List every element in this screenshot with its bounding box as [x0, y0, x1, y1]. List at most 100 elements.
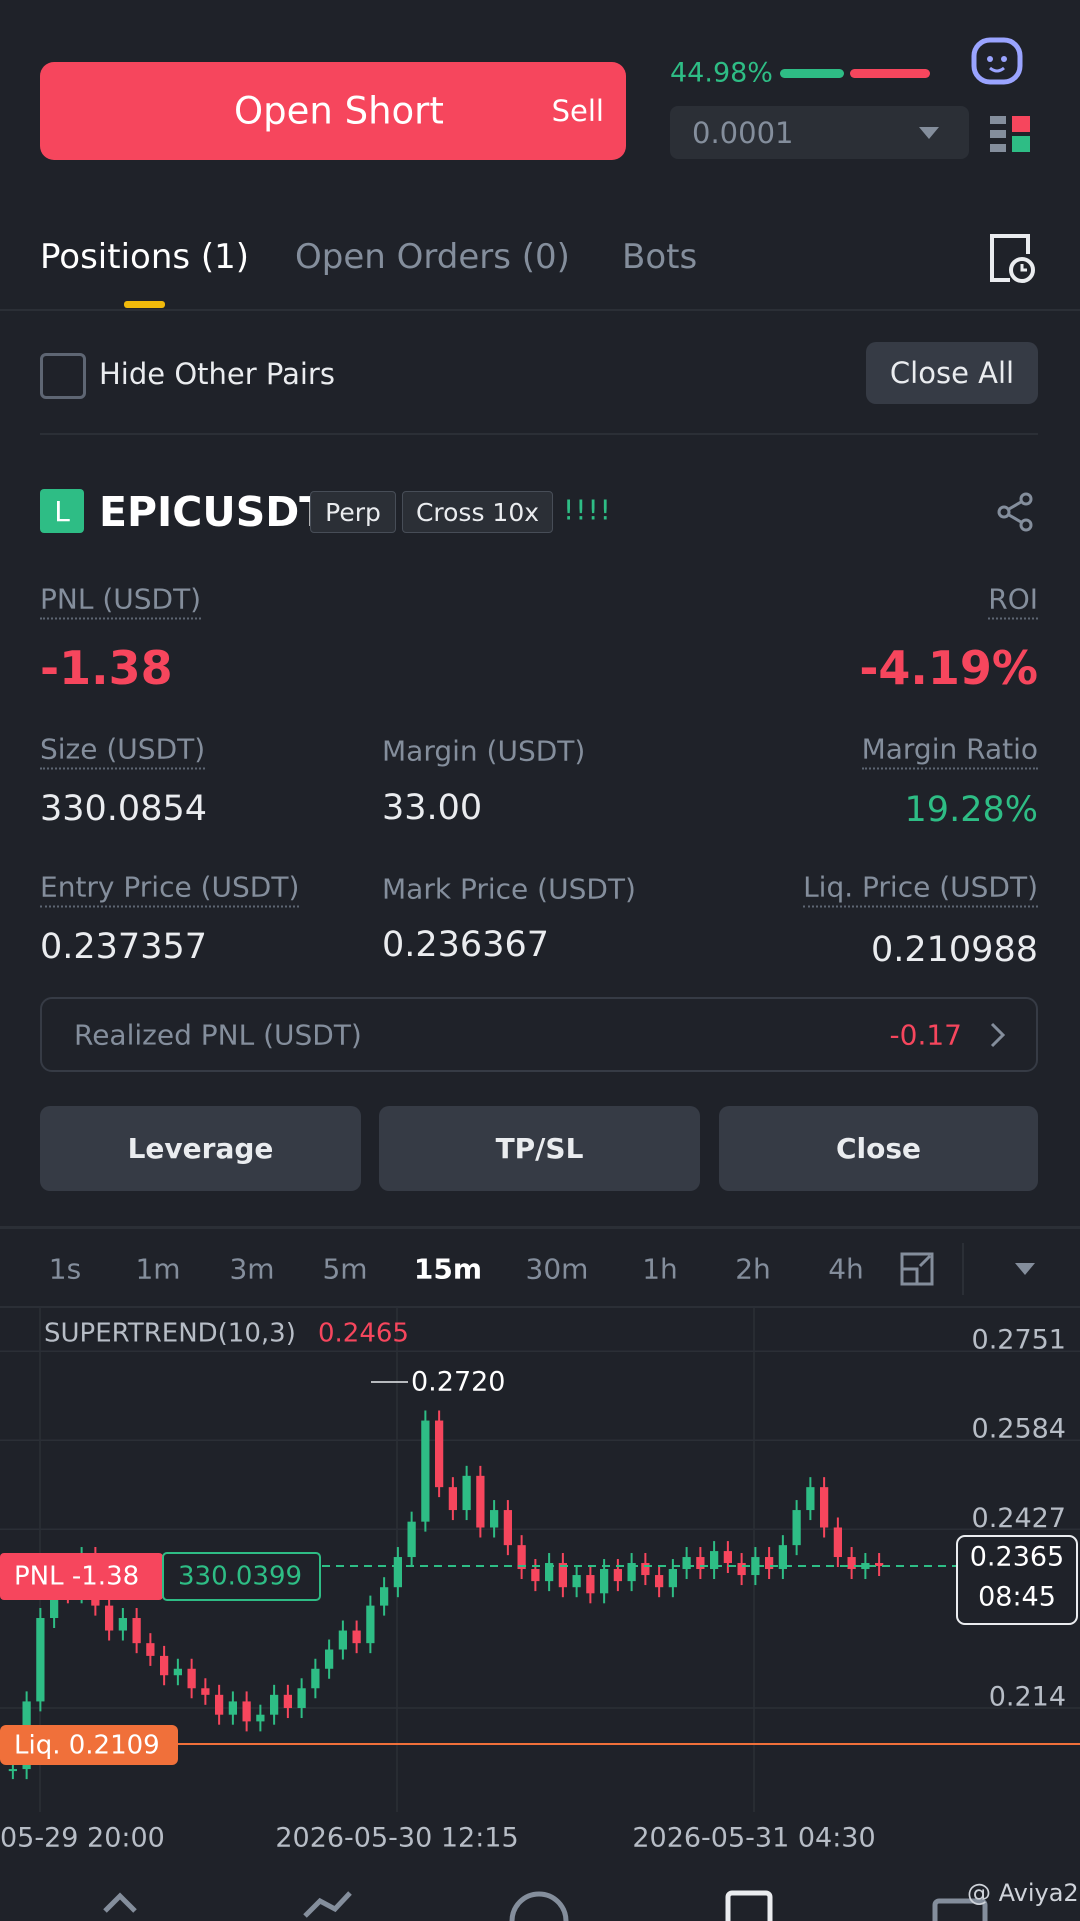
- tab-indicator: [124, 301, 165, 308]
- field-value: 330.0854: [40, 789, 208, 829]
- candle-body: [201, 1688, 210, 1695]
- ratio-bar: [850, 69, 930, 78]
- candle-body: [558, 1563, 567, 1588]
- candle-body: [311, 1668, 320, 1689]
- candle-body: [407, 1521, 416, 1558]
- roi-value: -4.19%: [859, 641, 1038, 695]
- field-label: Size (USDT): [40, 733, 206, 770]
- candle-body: [380, 1587, 389, 1606]
- checkbox[interactable]: [40, 353, 86, 399]
- size-tag-label: 330.0399: [178, 1562, 302, 1592]
- candle-body: [490, 1510, 499, 1528]
- field-label: Margin Ratio: [861, 733, 1038, 770]
- side-badge: L: [40, 489, 84, 533]
- candle-body: [132, 1618, 141, 1644]
- button-label: Open Short: [234, 89, 444, 133]
- candle-body: [118, 1618, 127, 1631]
- interval[interactable]: 4h: [828, 1252, 864, 1286]
- last-price-box: [956, 1535, 1078, 1626]
- candle-body: [421, 1420, 430, 1522]
- realized-value: -0.17: [889, 1018, 962, 1052]
- symbol: EPICUSDT: [99, 488, 328, 536]
- divider: [0, 1226, 1080, 1229]
- realized-pnl-row[interactable]: Realized PNL (USDT) -0.17: [40, 997, 1038, 1072]
- tab[interactable]: Open Orders (0): [295, 237, 570, 277]
- layout-icon[interactable]: [900, 1252, 934, 1286]
- candle-body: [668, 1569, 677, 1588]
- step-value: 0.0001: [692, 116, 794, 150]
- history-icon[interactable]: [988, 232, 1036, 284]
- candle-body: [36, 1618, 45, 1702]
- candle-body: [462, 1475, 471, 1511]
- candle-body: [503, 1510, 512, 1546]
- candle-body: [517, 1545, 526, 1570]
- x-tick-label: 2026-05-31 04:30: [632, 1823, 875, 1854]
- candle-body: [160, 1655, 169, 1676]
- button-side: Sell: [551, 94, 604, 128]
- candle-body: [393, 1557, 402, 1588]
- candle-body: [655, 1575, 664, 1588]
- y-tick-label: 0.214: [989, 1682, 1066, 1713]
- interval[interactable]: 1h: [642, 1252, 678, 1286]
- interval[interactable]: 1m: [135, 1252, 181, 1286]
- field-label: Liq. Price (USDT): [803, 871, 1038, 908]
- step-select[interactable]: 0.0001: [670, 106, 969, 159]
- candle-body: [833, 1527, 842, 1558]
- countdown: 08:45: [978, 1582, 1056, 1613]
- x-tick-label: 2026-05-30 12:15: [275, 1823, 518, 1854]
- pnl-tag: [0, 1553, 163, 1600]
- candle-body: [710, 1551, 719, 1570]
- candle-body: [778, 1545, 787, 1570]
- field-value: 0.236367: [382, 925, 550, 965]
- interval[interactable]: 3m: [229, 1252, 275, 1286]
- tab[interactable]: Bots: [622, 237, 698, 277]
- interval[interactable]: 5m: [322, 1252, 368, 1286]
- candle-body: [792, 1510, 801, 1546]
- more-arrow[interactable]: [1015, 1263, 1035, 1275]
- watermark: @ Aviya2: [967, 1879, 1079, 1907]
- interval[interactable]: 15m: [413, 1252, 483, 1286]
- candle-body: [325, 1649, 334, 1669]
- action-button[interactable]: TP/SL: [379, 1106, 700, 1191]
- tab[interactable]: Positions (1): [40, 237, 250, 277]
- candle-body: [682, 1557, 691, 1570]
- field-label: Margin (USDT): [382, 734, 586, 768]
- orderbook-icon[interactable]: [990, 114, 1034, 158]
- pnl-value: -1.38: [40, 641, 173, 695]
- interval[interactable]: 1s: [48, 1252, 82, 1286]
- last-price-label: 0.2365: [970, 1542, 1064, 1573]
- candle-body: [173, 1668, 182, 1676]
- share-icon[interactable]: [996, 492, 1036, 532]
- candle-body: [751, 1557, 760, 1576]
- candle-body: [531, 1569, 540, 1582]
- assistant-icon[interactable]: [968, 32, 1028, 92]
- close-all-button[interactable]: Close All: [866, 342, 1038, 404]
- candle-body: [8, 1769, 17, 1772]
- open-short-button[interactable]: Open Short Sell: [40, 62, 626, 160]
- divider: [0, 309, 1080, 311]
- interval[interactable]: 2h: [735, 1252, 771, 1286]
- interval[interactable]: 30m: [525, 1252, 589, 1286]
- y-tick-label: 0.2427: [972, 1503, 1066, 1534]
- indicator-value: 0.2465: [318, 1319, 409, 1349]
- action-button[interactable]: Close: [719, 1106, 1038, 1191]
- candle-body: [352, 1630, 361, 1644]
- size-tag: [162, 1552, 321, 1601]
- ratio-bar: [780, 69, 844, 78]
- tag: Cross 10x: [402, 491, 553, 533]
- action-button[interactable]: Leverage: [40, 1106, 361, 1191]
- divider: [0, 1306, 1080, 1308]
- candle-body: [861, 1563, 870, 1570]
- candle-body: [448, 1487, 457, 1511]
- field-value: 0.210988: [870, 930, 1038, 970]
- chevron: [990, 1022, 1006, 1048]
- candle-body: [723, 1551, 732, 1564]
- candle-body: [105, 1605, 114, 1631]
- candle-body: [187, 1668, 196, 1689]
- candle-body: [476, 1475, 485, 1528]
- candle-body: [572, 1575, 581, 1588]
- pnl-label: PNL (USDT): [40, 583, 202, 620]
- candle-body: [696, 1557, 705, 1570]
- candle-body: [242, 1701, 251, 1722]
